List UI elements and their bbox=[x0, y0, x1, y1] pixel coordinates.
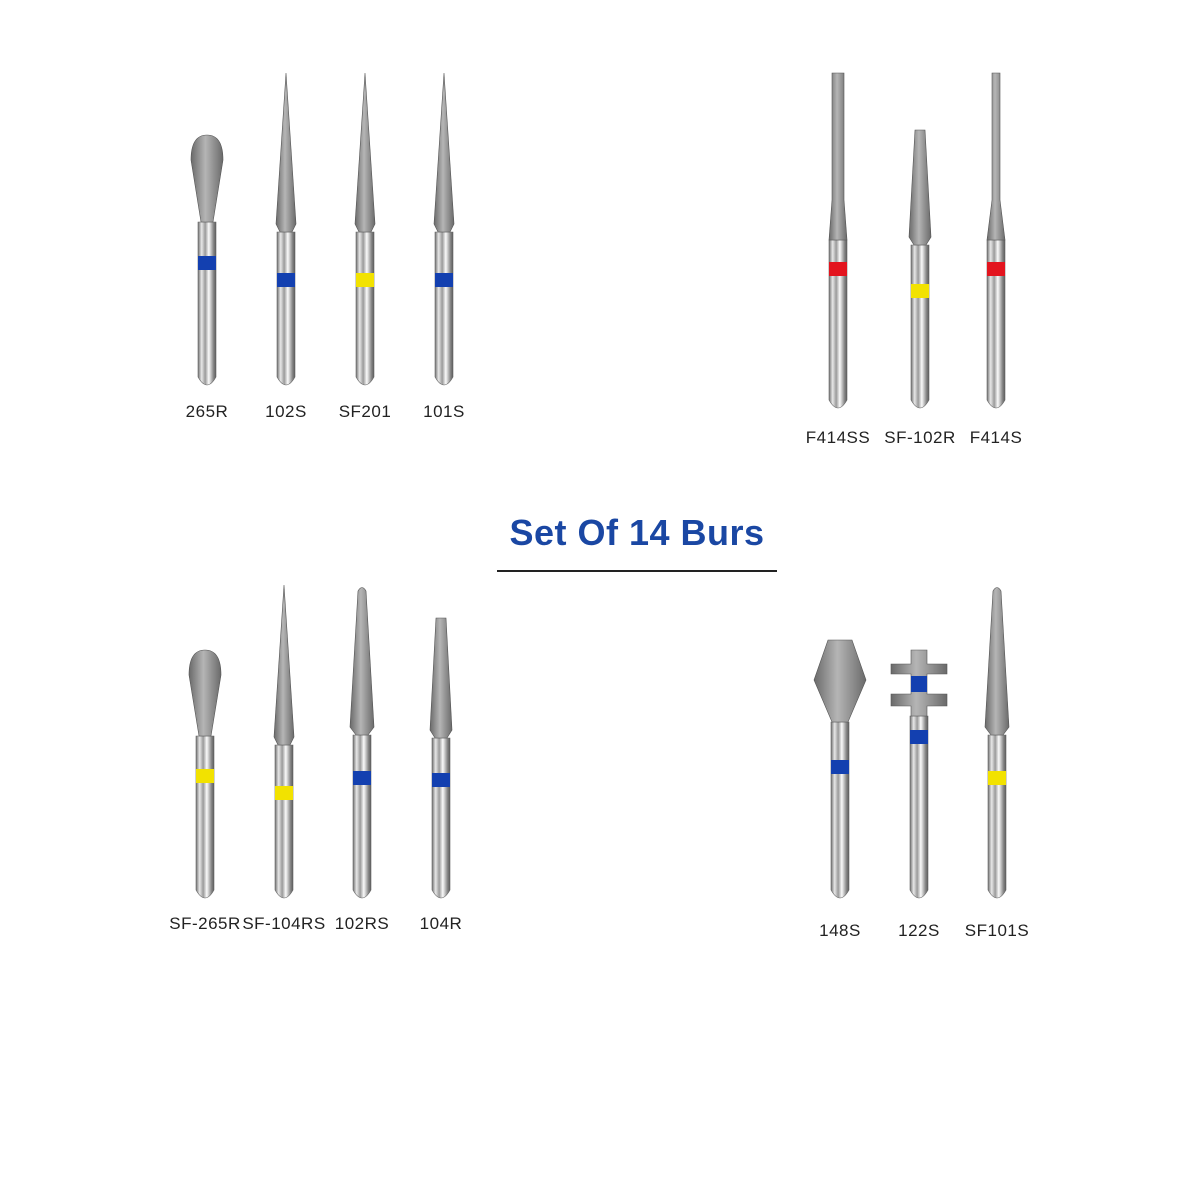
color-band-blue bbox=[435, 273, 453, 287]
bur-label: 102S bbox=[265, 402, 307, 421]
bur-shank bbox=[986, 239, 1006, 409]
bur-label: SF-265R bbox=[169, 914, 241, 933]
bur-shank bbox=[355, 231, 375, 386]
bur-label: 122S bbox=[898, 921, 940, 940]
bur-label: F414S bbox=[969, 428, 1023, 447]
bur-148S bbox=[813, 639, 867, 899]
color-band-yellow bbox=[196, 769, 214, 783]
bur-SF-104RS bbox=[273, 584, 295, 899]
title-underline bbox=[497, 570, 777, 572]
bur-shank bbox=[276, 231, 296, 386]
color-band-yellow bbox=[911, 284, 929, 298]
bur-shank bbox=[197, 221, 217, 386]
bur-label: 101S bbox=[423, 402, 465, 421]
bur-102RS bbox=[349, 587, 375, 899]
wheel-band bbox=[911, 676, 927, 692]
bur-shank bbox=[909, 715, 929, 899]
bur-label: 104R bbox=[419, 914, 463, 933]
color-band-yellow bbox=[988, 771, 1006, 785]
bur-shank bbox=[352, 734, 372, 899]
color-band-blue bbox=[910, 730, 928, 744]
bur-head-long-cylinder-thin bbox=[986, 72, 1006, 241]
bur-label: 265R bbox=[185, 402, 229, 421]
bur-label: 148S bbox=[819, 921, 861, 940]
bur-head-long-cylinder bbox=[828, 72, 848, 241]
color-band-blue bbox=[198, 256, 216, 270]
bur-label: SF201 bbox=[338, 402, 392, 421]
bur-head-pear bbox=[188, 649, 222, 737]
color-band-blue bbox=[353, 771, 371, 785]
page-title: Set Of 14 Burs bbox=[509, 512, 765, 553]
bur-shank bbox=[431, 737, 451, 899]
bur-head-needle bbox=[433, 72, 455, 233]
bur-SF-265R bbox=[188, 649, 222, 899]
color-band-blue bbox=[432, 773, 450, 787]
bur-label: 102RS bbox=[334, 914, 390, 933]
bur-SF201 bbox=[354, 72, 376, 386]
color-band-blue bbox=[831, 760, 849, 774]
color-band-red bbox=[987, 262, 1005, 276]
bur-head-needle bbox=[354, 72, 376, 233]
bur-label: F414SS bbox=[805, 428, 871, 447]
bur-shank bbox=[830, 721, 850, 899]
bur-F414S bbox=[986, 72, 1006, 409]
bur-head-needle bbox=[273, 584, 295, 746]
bur-shank bbox=[434, 231, 454, 386]
bur-shank bbox=[987, 734, 1007, 899]
bur-head-pear bbox=[190, 134, 224, 223]
bur-label: SF-104RS bbox=[242, 914, 326, 933]
bur-head-cone-round bbox=[349, 587, 375, 736]
color-band-yellow bbox=[356, 273, 374, 287]
bur-122S bbox=[890, 649, 948, 899]
bur-head-taper bbox=[429, 617, 453, 739]
bur-104R bbox=[429, 617, 453, 899]
bur-102S bbox=[275, 72, 297, 386]
bur-head-taper bbox=[908, 129, 932, 246]
bur-label: SF101S bbox=[964, 921, 1030, 940]
bur-SF101S bbox=[984, 587, 1010, 899]
bur-265R bbox=[190, 134, 224, 386]
bur-head-cone-round bbox=[984, 587, 1010, 736]
bur-head-barrel bbox=[813, 639, 867, 723]
bur-shank bbox=[195, 735, 215, 899]
color-band-red bbox=[829, 262, 847, 276]
color-band-blue bbox=[277, 273, 295, 287]
bur-shank bbox=[910, 244, 930, 409]
bur-F414SS bbox=[828, 72, 848, 409]
bur-shank bbox=[274, 744, 294, 899]
bur-label: SF-102R bbox=[884, 428, 956, 447]
bur-101S bbox=[433, 72, 455, 386]
color-band-yellow bbox=[275, 786, 293, 800]
bur-head-needle bbox=[275, 72, 297, 233]
bur-SF-102R bbox=[908, 129, 932, 409]
bur-shank bbox=[828, 239, 848, 409]
